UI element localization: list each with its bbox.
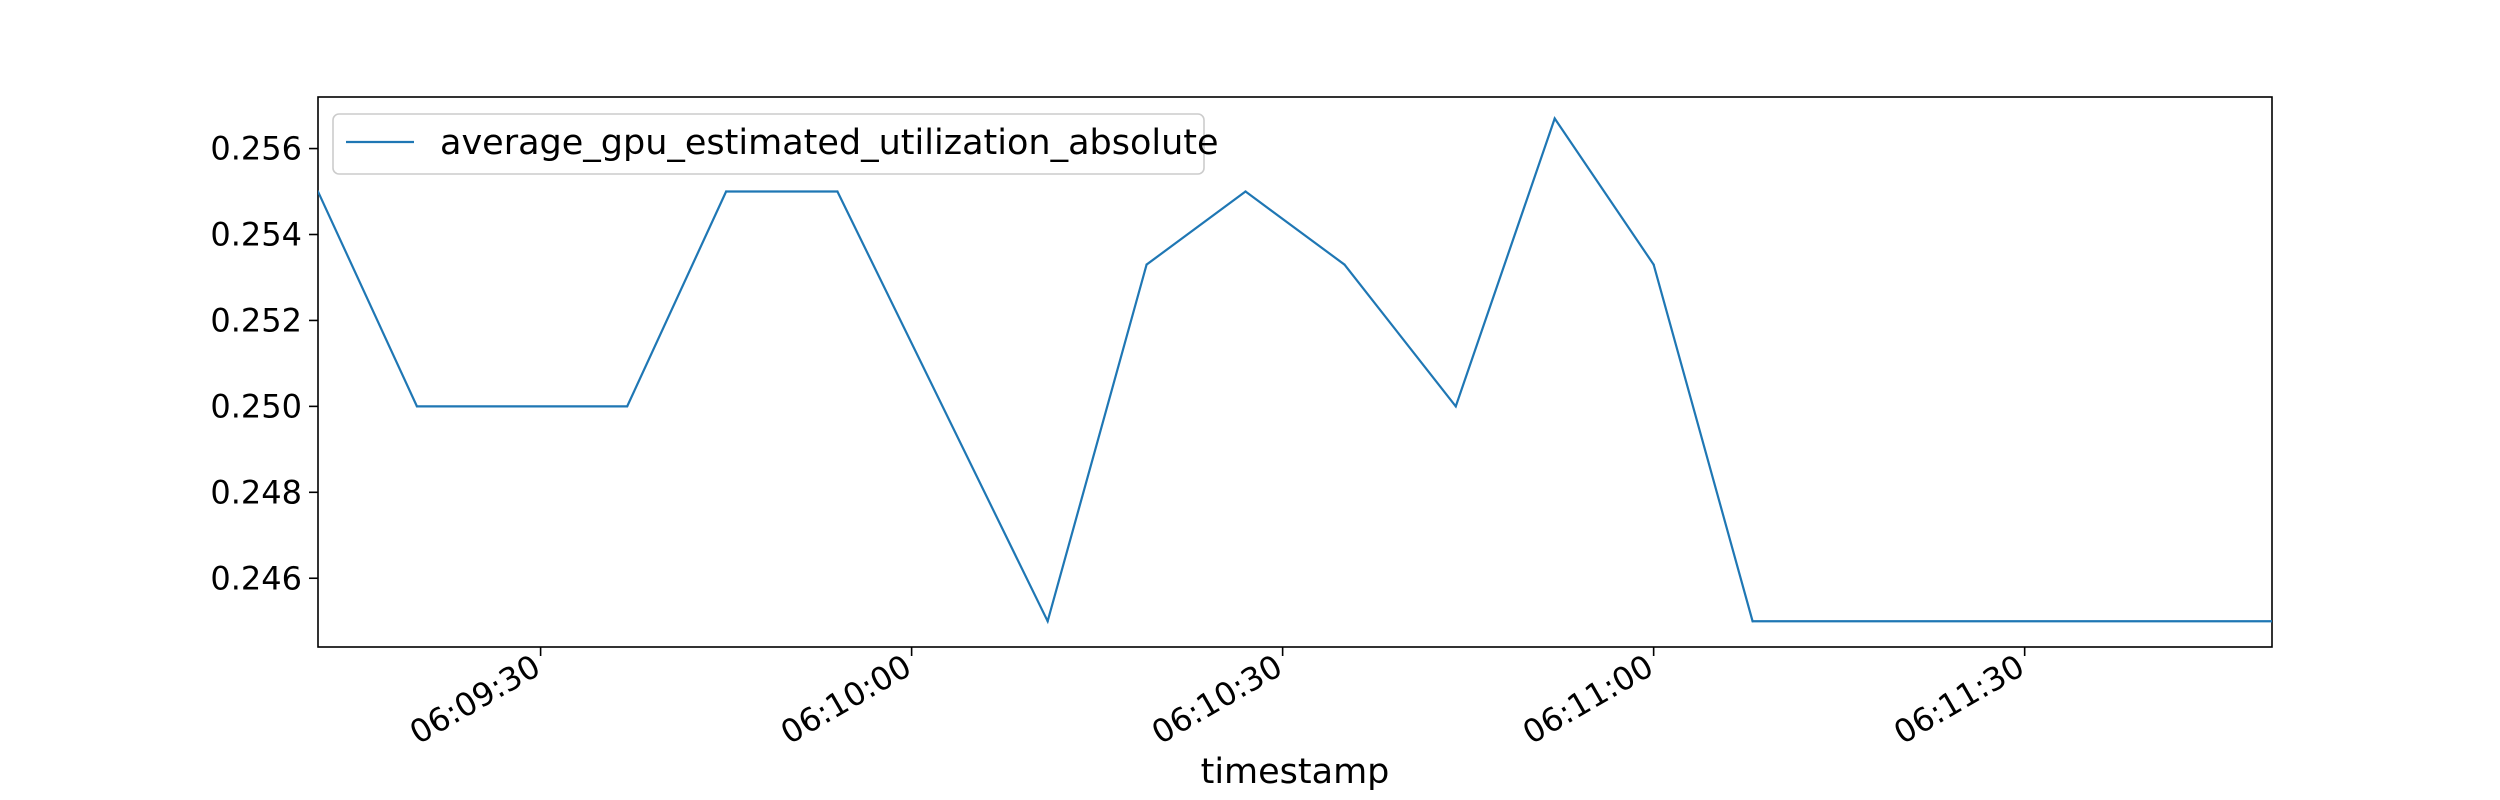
y-tick-label: 0.250 [210,387,302,425]
data-point [1553,117,1556,120]
data-point [318,190,320,193]
data-point [1454,405,1457,408]
data-point [415,405,419,408]
series-line-0 [318,116,2272,625]
y-tick-label: 0.246 [210,559,302,597]
x-axis-title: timestamp [1201,752,1390,792]
y-tick-label: 0.252 [210,301,302,339]
data-point [1652,263,1655,266]
data-point [836,190,839,193]
data-point [2270,620,2272,623]
legend: average_gpu_estimated_utilization_absolu… [332,113,1219,175]
x-tick-label: 06:11:30 [1887,647,2030,752]
legend-box [332,113,1205,175]
data-point [1244,190,1247,193]
data-point [1046,620,1049,623]
x-tick-label: 06:10:00 [774,647,917,752]
x-tick-label: 06:09:30 [403,647,546,752]
data-point [725,190,728,193]
y-tick-label: 0.256 [210,130,302,168]
series-layer [318,116,2272,625]
data-point [1751,620,1754,623]
data-point [1145,263,1148,266]
legend-label: average_gpu_estimated_utilization_absolu… [440,123,1219,163]
data-point [1343,263,1346,266]
x-tick-label: 06:10:30 [1145,647,1288,752]
x-tick-label: 06:11:00 [1516,647,1659,752]
y-tick-label: 0.254 [210,216,302,254]
data-point [626,405,629,408]
plot-frame [317,96,2273,648]
y-axis: 0.246 0.248 0.250 0.252 0.254 0.256 [210,130,318,597]
x-axis: 06:09:30 06:10:00 06:10:30 06:11:00 06:11:30 [403,647,2031,752]
y-tick-label: 0.248 [210,473,302,511]
